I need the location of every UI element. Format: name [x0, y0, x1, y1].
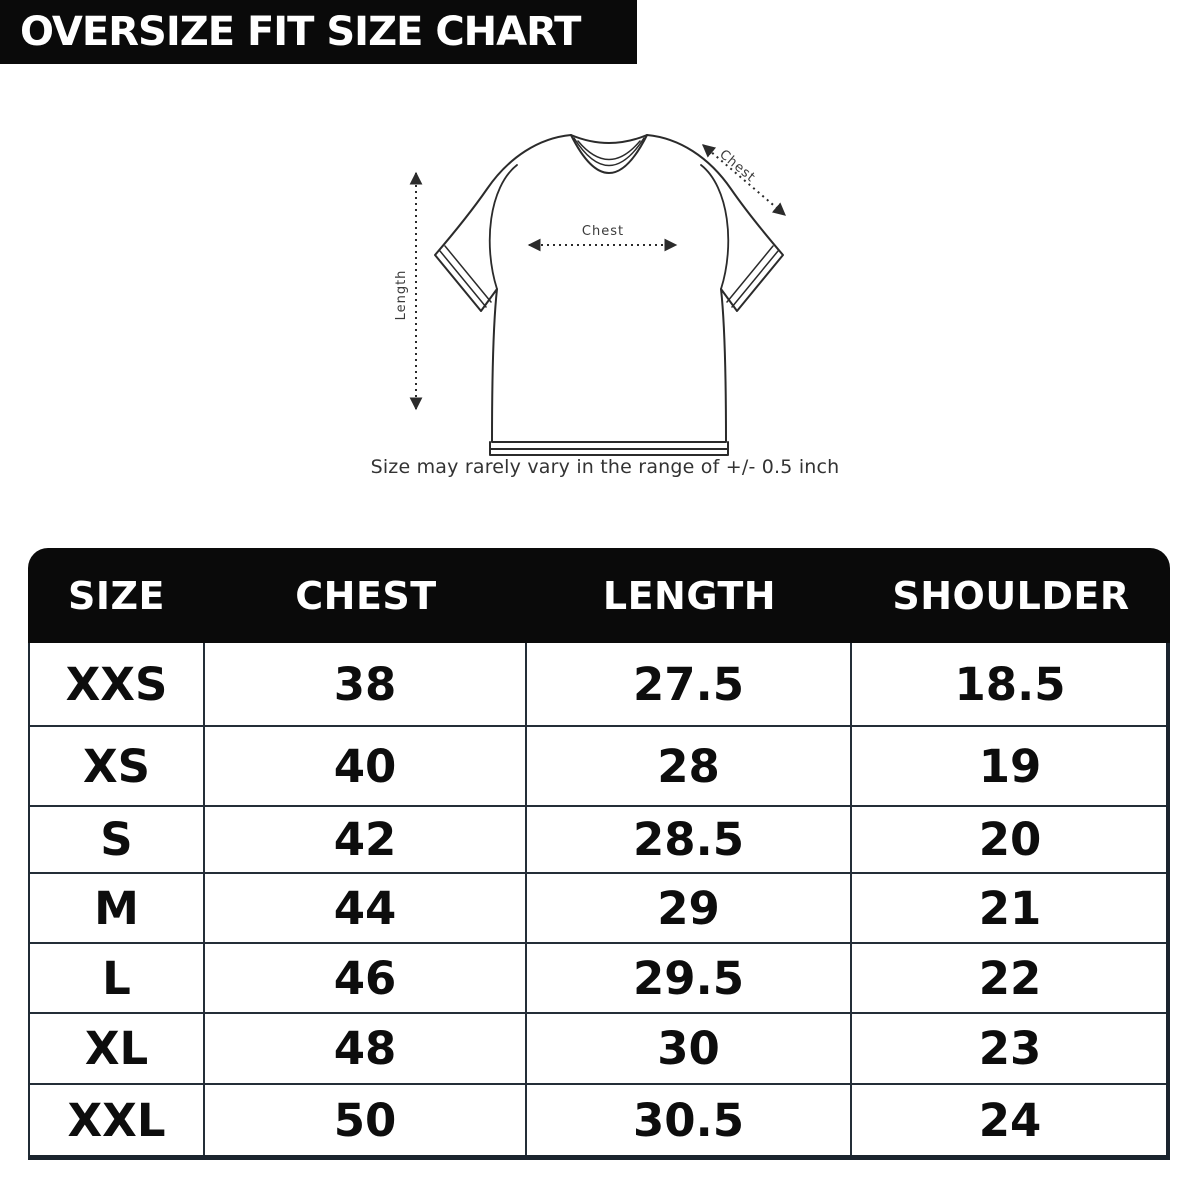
cell-chest: 42: [205, 807, 527, 872]
tshirt-diagram: Length Chest Chest: [394, 134, 786, 456]
cell-size: XXS: [30, 643, 205, 725]
cell-shoulder: 20: [978, 813, 1042, 866]
cell-shoulder: 18.5: [954, 657, 1066, 711]
cell-chest: 44: [205, 874, 527, 942]
table-row-m: M 44 29 21: [30, 874, 1166, 944]
page-title: OVERSIZE FIT SIZE CHART: [20, 9, 581, 55]
table-body: XXS 38 27.5 18.5 XS 40 28 19 S 42 28.5 2…: [28, 643, 1170, 1160]
cell-length: 28: [527, 727, 852, 805]
cell-chest: 48: [205, 1014, 527, 1083]
cell-chest: 40: [205, 727, 527, 805]
table-row-s: S 42 28.5 20: [30, 807, 1166, 874]
column-header-size: SIZE: [67, 573, 166, 618]
shoulder-arrow-label: Chest: [716, 147, 758, 186]
cell-shoulder: 21: [978, 881, 1042, 935]
title-banner: OVERSIZE FIT SIZE CHART: [0, 0, 637, 64]
table-header: SIZE CHEST LENGTH SHOULDER: [28, 548, 1170, 643]
cell-size: M: [30, 874, 205, 942]
cell-shoulder: 22: [978, 951, 1042, 1005]
table-row-xxl: XXL 50 30.5 24: [30, 1085, 1166, 1155]
size-variance-note: Size may rarely vary in the range of +/-…: [370, 456, 840, 478]
table-row-xxs: XXS 38 27.5 18.5: [30, 643, 1166, 727]
tshirt-outline: [434, 134, 784, 456]
cell-shoulder: 23: [978, 1022, 1042, 1075]
cell-length: 28.5: [527, 807, 852, 872]
cell-chest: 46: [205, 944, 527, 1012]
cell-size: XL: [30, 1014, 205, 1083]
size-table: SIZE CHEST LENGTH SHOULDER XXS 38 27.5 1…: [28, 548, 1170, 1160]
column-header-chest: CHEST: [295, 573, 437, 618]
cell-length: 27.5: [527, 643, 852, 725]
cell-chest: 50: [205, 1085, 527, 1155]
column-header-shoulder: SHOULDER: [892, 573, 1130, 618]
cell-size: S: [30, 807, 205, 872]
table-row-l: L 46 29.5 22: [30, 944, 1166, 1014]
cell-size: L: [30, 944, 205, 1012]
chest-label: Chest: [582, 224, 624, 239]
cell-shoulder: 24: [978, 1093, 1042, 1147]
table-row-xl: XL 48 30 23: [30, 1014, 1166, 1085]
cell-chest: 38: [205, 643, 527, 725]
cell-length: 29: [527, 874, 852, 942]
length-label: Length: [394, 270, 409, 321]
cell-size: XS: [30, 727, 205, 805]
cell-length: 29.5: [527, 944, 852, 1012]
cell-size: XXL: [30, 1085, 205, 1155]
column-header-length: LENGTH: [602, 573, 777, 618]
table-row-xs: XS 40 28 19: [30, 727, 1166, 807]
cell-length: 30.5: [527, 1085, 852, 1155]
cell-length: 30: [527, 1014, 852, 1083]
cell-shoulder: 19: [978, 739, 1042, 793]
